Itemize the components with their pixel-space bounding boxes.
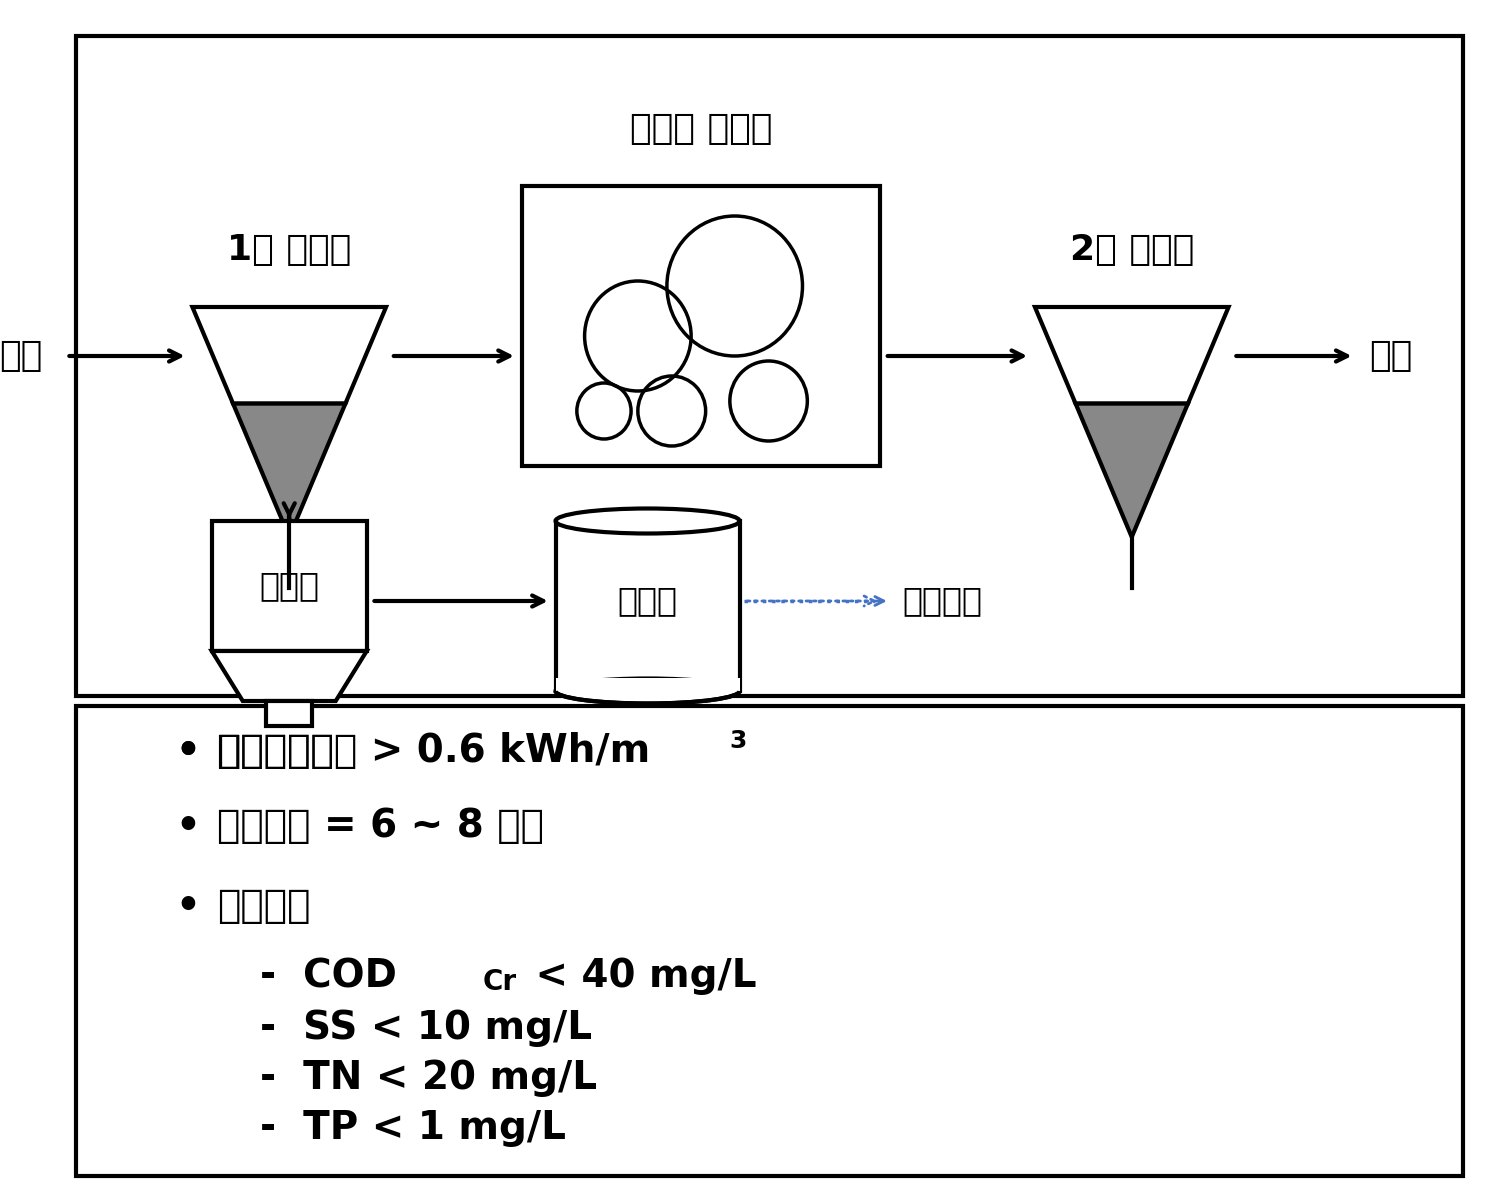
Text: Cr: Cr <box>483 968 518 996</box>
Text: 2차 침전조: 2차 침전조 <box>1070 233 1194 267</box>
Text: •: • <box>175 732 200 770</box>
Ellipse shape <box>555 508 740 533</box>
Text: 방류: 방류 <box>1370 338 1413 373</box>
Text: 에너지요구: 에너지요구 <box>216 732 334 770</box>
Text: 체류시간 = 6 ~ 8 시간: 체류시간 = 6 ~ 8 시간 <box>216 807 543 846</box>
Text: •: • <box>175 807 200 846</box>
Text: -  TP < 1 mg/L: - TP < 1 mg/L <box>260 1109 565 1147</box>
Text: •: • <box>175 887 200 925</box>
Text: 메탄회수: 메탄회수 <box>903 585 982 617</box>
Text: 3: 3 <box>730 730 747 753</box>
Text: -  TN < 20 mg/L: - TN < 20 mg/L <box>260 1058 597 1097</box>
Text: 소화조: 소화조 <box>618 585 677 617</box>
Polygon shape <box>1076 403 1188 537</box>
FancyBboxPatch shape <box>555 521 740 691</box>
Text: 1차 침전조: 1차 침전조 <box>227 233 351 267</box>
Polygon shape <box>1035 307 1228 403</box>
FancyBboxPatch shape <box>522 187 880 466</box>
FancyBboxPatch shape <box>212 521 367 651</box>
FancyBboxPatch shape <box>76 706 1464 1176</box>
Polygon shape <box>192 307 386 403</box>
FancyBboxPatch shape <box>76 36 1464 696</box>
Text: 처리수질: 처리수질 <box>216 887 310 925</box>
FancyBboxPatch shape <box>266 701 312 726</box>
Text: 호기성 반응조: 호기성 반응조 <box>630 112 771 146</box>
Polygon shape <box>233 403 345 537</box>
Text: 에너지요구량 > 0.6 kWh/m: 에너지요구량 > 0.6 kWh/m <box>216 732 651 770</box>
Text: 농축조: 농축조 <box>260 569 319 603</box>
FancyBboxPatch shape <box>555 677 740 692</box>
Text: < 40 mg/L: < 40 mg/L <box>522 957 756 995</box>
Text: -  COD: - COD <box>260 957 397 995</box>
Polygon shape <box>212 651 367 701</box>
Text: •: • <box>175 732 200 770</box>
Text: 하수: 하수 <box>0 338 42 373</box>
Ellipse shape <box>555 678 740 703</box>
Text: -  SS < 10 mg/L: - SS < 10 mg/L <box>260 1009 592 1046</box>
